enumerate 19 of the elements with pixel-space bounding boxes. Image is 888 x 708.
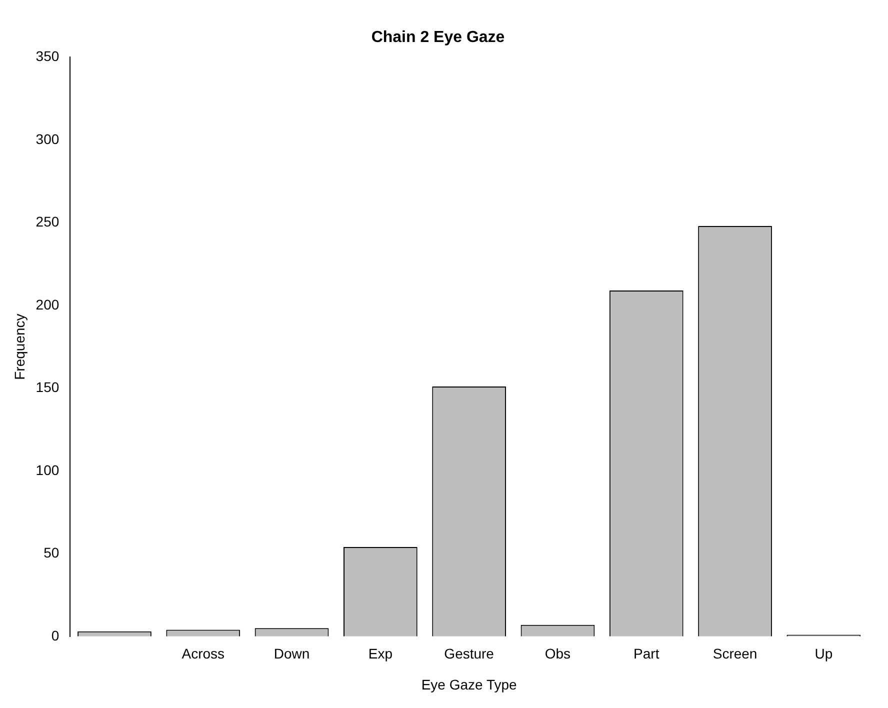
y-tick-label: 250 <box>36 214 60 230</box>
y-axis-title: Frequency <box>11 314 28 380</box>
y-tick-label: 200 <box>36 296 60 312</box>
x-tick-label: Gesture <box>444 646 494 662</box>
chart-title: Chain 2 Eye Gaze <box>371 29 505 46</box>
x-tick-label: Across <box>182 646 225 662</box>
x-tick-label: Screen <box>712 646 758 662</box>
x-tick-label: Exp <box>368 646 393 662</box>
y-tick-label: 100 <box>36 462 60 478</box>
y-tick-label: 50 <box>44 544 60 561</box>
y-tick-label: 0 <box>51 627 60 644</box>
y-tick-label: 350 <box>36 48 60 64</box>
y-tick-label: 150 <box>36 379 60 396</box>
x-tick-label: Down <box>274 646 310 662</box>
x-tick-label: Obs <box>544 646 571 662</box>
x-tick-label: Part <box>634 646 660 662</box>
x-axis-title: Eye Gaze Type <box>421 676 518 692</box>
y-tick-label: 300 <box>36 130 60 147</box>
x-tick-label: Up <box>814 646 833 662</box>
